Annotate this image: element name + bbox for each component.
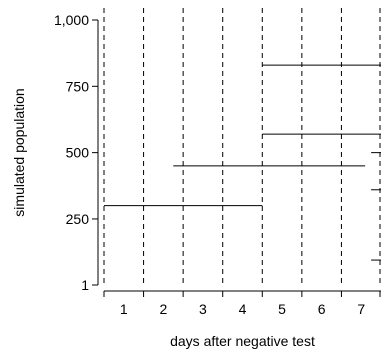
y-tick-label-4: 750 [66, 78, 90, 94]
y-tick-label-5: 1,000 [54, 12, 89, 28]
y-tick-label-3: 500 [66, 145, 90, 161]
x-tick-label-7: 7 [357, 301, 365, 317]
x-tick-label-6: 6 [318, 301, 326, 317]
x-tick-label-5: 5 [278, 301, 286, 317]
y-tick-label-2: 250 [66, 211, 90, 227]
x-tick-label-1: 1 [120, 301, 128, 317]
axes [97, 20, 381, 292]
tick-marks: 1 250 500 750 1,000 1 2 3 4 5 6 7 [54, 12, 381, 317]
population-segments [104, 64, 381, 261]
x-tick-label-3: 3 [199, 301, 207, 317]
x-tick-label-2: 2 [159, 301, 167, 317]
y-tick-label-1: 1 [81, 277, 89, 293]
x-axis-title: days after negative test [170, 333, 315, 349]
grid-lines [103, 8, 381, 285]
y-axis-title: simulated population [11, 88, 27, 216]
x-tick-label-4: 4 [239, 301, 247, 317]
